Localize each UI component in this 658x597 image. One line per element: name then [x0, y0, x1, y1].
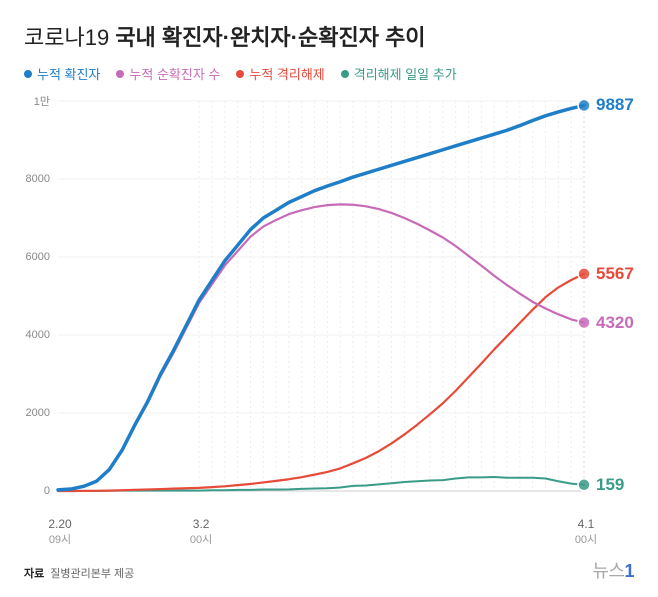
source-footer: 자료 질병관리본부 제공: [24, 565, 134, 581]
legend-label: 누적 순확진자 수: [129, 64, 220, 83]
news1-logo: 뉴스1: [592, 557, 634, 583]
y-tick-label: 4000: [26, 329, 50, 341]
legend-item: 누적 확진자: [24, 64, 100, 83]
source-label: 자료: [24, 568, 44, 580]
x-tick-label: 2.2009시: [40, 517, 80, 547]
y-tick-label: 6000: [26, 251, 50, 263]
chart-title: 코로나19 국내 확진자·완치자·순확진자 추이: [24, 20, 634, 52]
legend-item: 누적 순확진자 수: [116, 64, 220, 83]
legend-item: 누적 격리해제: [236, 64, 324, 83]
title-prefix: 코로나19: [24, 25, 115, 50]
legend-label: 격리해제 일일 추가: [354, 64, 457, 83]
legend-item: 격리해제 일일 추가: [341, 64, 457, 83]
legend-dot: [341, 70, 349, 78]
y-tick-label: 8000: [26, 173, 50, 185]
series-end-label: 159: [596, 475, 624, 495]
chart-svg: [24, 91, 634, 511]
y-tick-label: 1만: [34, 93, 50, 109]
series-end-label: 4320: [596, 313, 634, 333]
legend-label: 누적 격리해제: [249, 64, 324, 83]
series-end-label: 9887: [596, 95, 634, 115]
legend-dot: [236, 70, 244, 78]
legend-dot: [116, 70, 124, 78]
x-tick-label: 3.200시: [181, 517, 221, 547]
x-tick-label: 4.100시: [566, 517, 606, 547]
legend: 누적 확진자 누적 순확진자 수 누적 격리해제 격리해제 일일 추가: [24, 64, 634, 83]
series-end-label: 5567: [596, 264, 634, 284]
logo-one: 1: [624, 561, 634, 581]
source-text: 질병관리본부 제공: [50, 568, 134, 580]
legend-dot: [24, 70, 32, 78]
legend-label: 누적 확진자: [37, 64, 100, 83]
title-main: 국내 확진자·완치자·순확진자 추이: [115, 25, 425, 50]
y-tick-label: 2000: [26, 407, 50, 419]
logo-text: 뉴스: [592, 561, 624, 581]
line-chart: 020004000600080001만2.2009시3.200시4.100시98…: [24, 91, 634, 511]
y-tick-label: 0: [44, 485, 50, 497]
